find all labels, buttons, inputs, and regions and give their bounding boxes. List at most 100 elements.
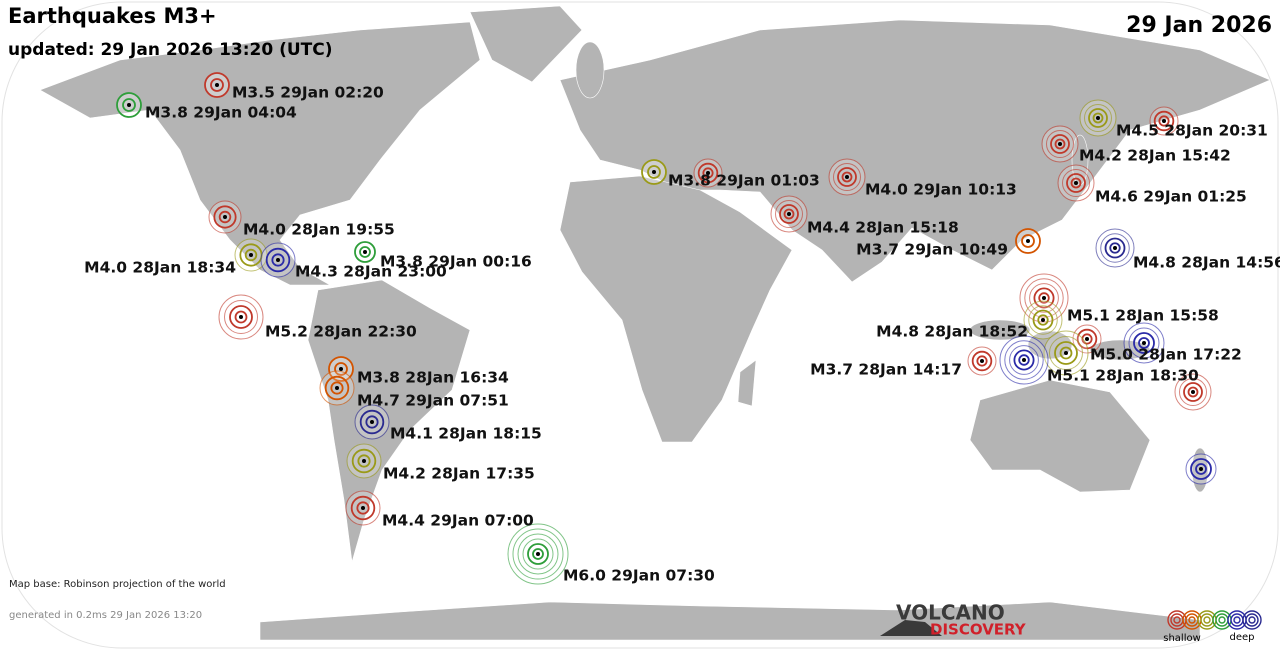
- marker-ring: [213, 205, 237, 229]
- marker-center: [1162, 119, 1166, 123]
- quake-label: M4.3 28Jan 23:00: [295, 263, 447, 281]
- legend-label: deep: [1230, 632, 1255, 643]
- quake-marker: [345, 490, 381, 526]
- quake-marker: [1185, 453, 1217, 485]
- marker-ring: [1033, 287, 1055, 309]
- marker-ring: [350, 495, 376, 521]
- quake-marker: [507, 523, 569, 585]
- marker-ring: [1054, 341, 1078, 365]
- quake-label: M4.2 28Jan 17:35: [383, 465, 535, 483]
- marker-ring: [356, 501, 370, 515]
- marker-ring: [357, 454, 371, 468]
- quake-label: M3.7 29Jan 10:49: [856, 241, 1008, 259]
- marker-ring: [1029, 283, 1059, 313]
- quake-marker: [116, 92, 142, 118]
- quake-label: M6.0 29Jan 07:30: [563, 567, 715, 585]
- quake-marker: [1123, 322, 1165, 364]
- marker-ring: [324, 375, 350, 401]
- marker-ring: [837, 167, 857, 187]
- marker-ring: [1128, 327, 1160, 359]
- marker-center: [706, 171, 710, 175]
- marker-ring: [1153, 110, 1175, 132]
- legend-swatch: [1248, 616, 1256, 624]
- marker-center: [536, 552, 540, 556]
- marker-ring: [271, 253, 285, 267]
- quake-marker: [1043, 330, 1089, 376]
- marker-ring: [1024, 278, 1064, 318]
- quake-label: M4.7 29Jan 07:51: [357, 392, 509, 410]
- marker-ring: [1054, 138, 1066, 150]
- marker-ring: [1050, 134, 1070, 154]
- marker-center: [1096, 116, 1100, 120]
- marker-ring: [359, 246, 371, 258]
- logo: VOLCANO DISCOVERY: [880, 601, 1027, 639]
- quake-label: M4.4 29Jan 07:00: [382, 512, 534, 530]
- marker-center: [339, 367, 343, 371]
- marker-center: [249, 253, 253, 257]
- quake-label: M3.5 29Jan 02:20: [232, 84, 384, 102]
- marker-ring: [1187, 386, 1199, 398]
- quake-marker: [328, 356, 354, 382]
- marker-ring: [359, 409, 385, 435]
- marker-center: [363, 250, 367, 254]
- marker-ring: [697, 162, 719, 184]
- marker-ring: [1158, 115, 1170, 127]
- marker-ring: [1037, 314, 1049, 326]
- marker-ring: [1028, 305, 1058, 335]
- marker-ring: [1004, 340, 1044, 380]
- logo-text: DISCOVERY: [930, 621, 1027, 639]
- marker-center: [370, 420, 374, 424]
- quake-label: M4.2 28Jan 15:42: [1079, 147, 1231, 165]
- marker-ring: [1190, 458, 1212, 480]
- marker-ring: [841, 171, 853, 183]
- marker-center: [1113, 246, 1117, 250]
- marker-center: [1085, 337, 1089, 341]
- marker-center: [980, 359, 984, 363]
- marker-ring: [218, 210, 232, 224]
- marker-ring: [244, 248, 258, 262]
- quake-marker: [1015, 228, 1041, 254]
- legend-swatch: [1203, 616, 1211, 624]
- quake-label: M5.2 28Jan 22:30: [265, 323, 417, 341]
- quake-marker: [770, 195, 808, 233]
- quake-label: M5.0 28Jan 17:22: [1090, 346, 1242, 364]
- updated: updated: 29 Jan 2026 13:20 (UTC): [8, 40, 333, 60]
- marker-ring: [234, 310, 248, 324]
- quake-marker: [1057, 164, 1095, 202]
- marker-center: [1042, 296, 1046, 300]
- marker-ring: [351, 448, 377, 474]
- marker-ring: [532, 548, 544, 560]
- marker-ring: [1138, 337, 1150, 349]
- quake-marker: [1041, 125, 1079, 163]
- marker-ring: [1018, 354, 1030, 366]
- marker-center: [239, 315, 243, 319]
- marker-center: [361, 506, 365, 510]
- legend-swatch: [1188, 616, 1196, 624]
- marker-ring: [1049, 336, 1083, 370]
- marker-ring: [1109, 242, 1121, 254]
- marker-center: [652, 170, 656, 174]
- legend: shallow deep: [1163, 610, 1262, 644]
- marker-ring: [976, 355, 988, 367]
- marker-ring: [229, 305, 253, 329]
- quake-marker: [1019, 273, 1069, 323]
- marker-ring: [779, 204, 799, 224]
- marker-ring: [1021, 234, 1035, 248]
- marker-ring: [1100, 233, 1130, 263]
- marker-ring: [224, 300, 258, 334]
- marker-ring: [527, 543, 549, 565]
- legend-swatch: [1173, 616, 1181, 624]
- marker-ring: [1038, 292, 1050, 304]
- quake-label: M3.8 28Jan 16:34: [357, 369, 509, 387]
- marker-ring: [1062, 169, 1090, 197]
- marker-ring: [265, 247, 291, 273]
- marker-ring: [1088, 108, 1108, 128]
- marker-ring: [1076, 328, 1098, 350]
- legend-swatch: [1233, 616, 1241, 624]
- logo-text: VOLCANO: [896, 601, 1005, 625]
- quake-label: M4.6 29Jan 01:25: [1095, 188, 1247, 206]
- quake-label: M4.0 28Jan 19:55: [243, 221, 395, 239]
- marker-ring: [1084, 104, 1112, 132]
- marker-ring: [775, 200, 803, 228]
